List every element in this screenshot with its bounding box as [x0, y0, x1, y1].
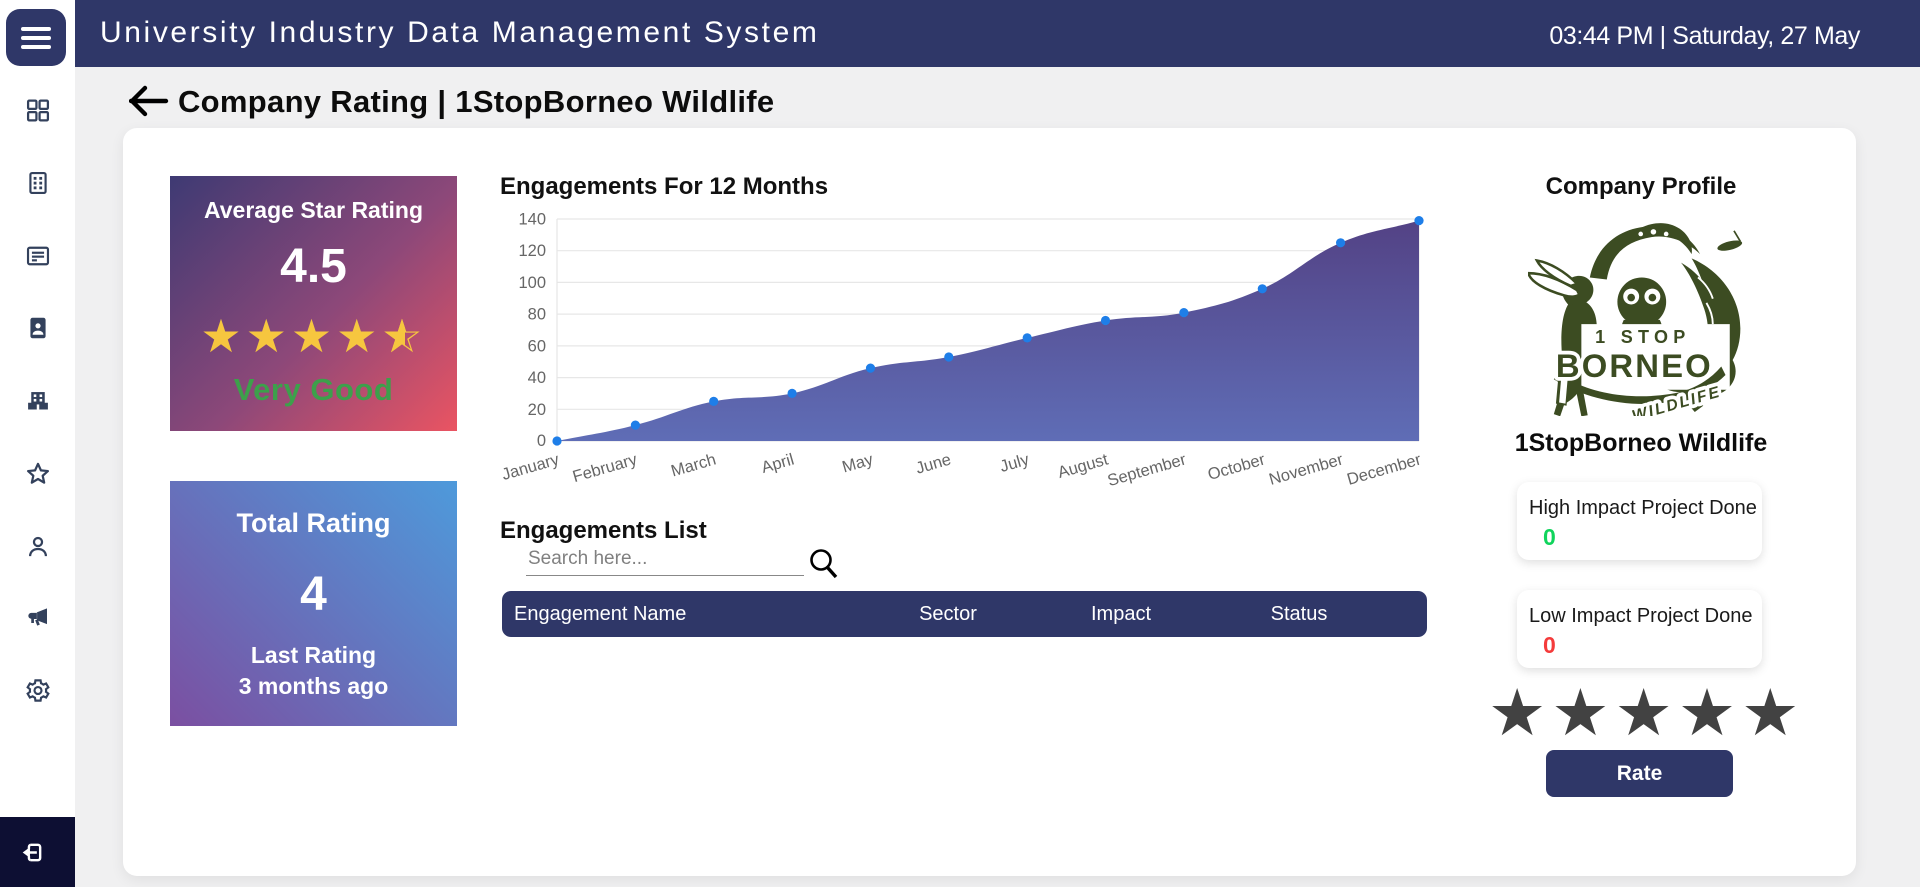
svg-text:March: March [669, 451, 718, 481]
svg-text:BORNEO: BORNEO [1556, 347, 1713, 384]
svg-text:1 STOP: 1 STOP [1595, 327, 1691, 347]
svg-text:40: 40 [528, 369, 546, 387]
svg-text:20: 20 [528, 401, 546, 419]
svg-text:February: February [571, 450, 640, 486]
svg-text:December: December [1345, 450, 1424, 488]
svg-text:August: August [1056, 450, 1111, 482]
svg-text:November: November [1267, 450, 1346, 488]
svg-text:April: April [759, 451, 796, 477]
svg-text:80: 80 [528, 306, 546, 324]
svg-text:September: September [1106, 450, 1189, 490]
svg-text:140: 140 [518, 211, 546, 229]
svg-text:100: 100 [518, 274, 546, 292]
svg-text:June: June [914, 451, 953, 478]
svg-text:60: 60 [528, 337, 546, 355]
svg-text:120: 120 [518, 242, 546, 260]
svg-text:January: January [500, 450, 562, 484]
svg-text:July: July [998, 450, 1032, 476]
svg-text:May: May [840, 450, 876, 476]
svg-text:October: October [1206, 450, 1268, 484]
svg-text:0: 0 [537, 432, 546, 450]
svg-text:BORNEO: BORNEO [1556, 347, 1713, 384]
svg-text:1 STOP: 1 STOP [1595, 327, 1691, 347]
